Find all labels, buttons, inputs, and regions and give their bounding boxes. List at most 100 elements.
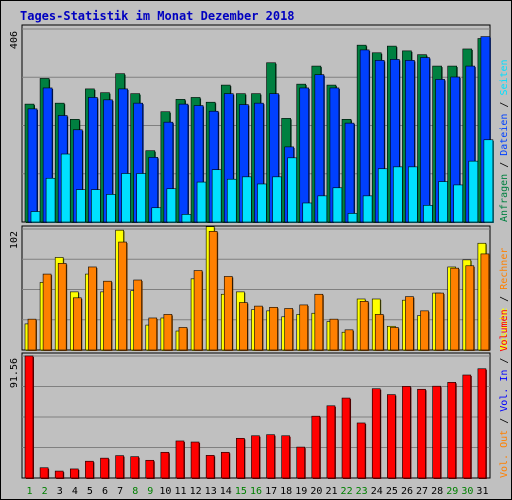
- bar-dateien-day-22: [344, 122, 355, 223]
- bar-volumen-day-10: [160, 451, 170, 479]
- bar-rechner-day-11: [178, 327, 188, 351]
- bar-rechner-day-24: [374, 314, 384, 351]
- bar-seiten-day-20: [317, 195, 328, 223]
- bar-volumen-day-24: [371, 388, 381, 479]
- bar-rechner-day-27: [420, 310, 429, 351]
- bar-volumen-day-18: [281, 435, 290, 479]
- bar-rechner-day-12: [193, 270, 203, 351]
- bar-rechner-day-19: [299, 304, 309, 351]
- bar-volumen-day-29: [447, 382, 457, 479]
- x-day-label-1: 1: [27, 486, 33, 497]
- bar-seiten-day-5: [91, 189, 101, 223]
- legend-bottom: Vol. Out / Vol. In / Volumen: [499, 309, 510, 478]
- bar-rechner-day-5: [88, 266, 97, 351]
- bar-seiten-day-16: [257, 183, 267, 223]
- x-day-label-5: 5: [87, 486, 93, 497]
- x-day-label-24: 24: [371, 486, 383, 497]
- bar-rechner-day-7: [118, 241, 127, 351]
- y-max-label-middle: 102: [9, 231, 20, 249]
- y-max-label-bottom: 91.56: [9, 358, 20, 388]
- legend-top-item: Dateien: [499, 114, 510, 156]
- bar-rechner-day-16: [254, 305, 263, 351]
- bar-volumen-day-23: [356, 422, 366, 479]
- bar-volumen-day-20: [311, 415, 321, 479]
- bar-rechner-day-2: [42, 273, 52, 351]
- bar-dateien-day-27: [420, 57, 430, 223]
- x-day-label-31: 31: [476, 486, 488, 497]
- x-day-label-17: 17: [265, 486, 277, 497]
- bar-dateien-day-1: [27, 108, 38, 223]
- x-day-label-23: 23: [356, 486, 368, 497]
- bar-rechner-day-13: [208, 231, 218, 351]
- x-day-label-19: 19: [295, 486, 307, 497]
- bar-volumen-day-31: [477, 368, 487, 479]
- bar-seiten-day-19: [302, 202, 313, 223]
- bar-seiten-day-25: [393, 166, 403, 223]
- x-day-label-9: 9: [147, 486, 153, 497]
- legend-bottom-item: Vol. In: [499, 370, 510, 412]
- x-day-label-27: 27: [416, 486, 428, 497]
- x-day-label-2: 2: [42, 486, 48, 497]
- bar-volumen-day-28: [432, 385, 441, 479]
- x-day-label-28: 28: [431, 486, 443, 497]
- bar-seiten-day-28: [438, 181, 448, 223]
- chart-title: Tages-Statistik im Monat Dezember 2018: [20, 9, 295, 23]
- bar-seiten-day-17: [272, 176, 282, 223]
- bar-volumen-day-9: [145, 459, 155, 479]
- bar-volumen-day-15: [236, 437, 245, 479]
- bar-rechner-day-22: [344, 329, 354, 351]
- bar-rechner-day-30: [465, 265, 475, 351]
- bar-rechner-day-25: [390, 327, 399, 351]
- legend-middle-separator: /: [499, 290, 510, 308]
- legend-top-separator: /: [499, 96, 510, 114]
- legend-bottom-separator: /: [499, 412, 510, 430]
- bar-volumen-day-22: [341, 397, 351, 479]
- y-max-label-top: 406: [9, 31, 20, 49]
- x-day-label-11: 11: [174, 486, 186, 497]
- bar-volumen-day-19: [296, 446, 306, 479]
- bar-seiten-day-12: [196, 181, 207, 223]
- bar-volumen-day-17: [266, 434, 275, 479]
- legend-middle-item: Rechner: [499, 248, 510, 290]
- bar-rechner-day-18: [284, 308, 293, 351]
- bar-rechner-day-1: [27, 318, 37, 351]
- bar-volumen-day-1: [24, 355, 34, 479]
- bar-volumen-day-4: [69, 468, 79, 479]
- bar-volumen-day-25: [387, 394, 396, 479]
- bar-seiten-day-9: [151, 207, 162, 223]
- legend-top-item: Seiten: [499, 59, 510, 95]
- x-day-label-7: 7: [117, 486, 123, 497]
- bar-rechner-day-26: [405, 296, 414, 351]
- bar-dateien-day-11: [178, 103, 189, 223]
- legend-bottom-item: Vol. Out: [499, 430, 510, 478]
- bar-volumen-day-14: [220, 451, 230, 479]
- bar-seiten-day-30: [468, 160, 479, 223]
- x-day-label-20: 20: [310, 486, 322, 497]
- bar-volumen-day-21: [326, 405, 336, 479]
- bar-seiten-day-23: [362, 195, 373, 223]
- x-day-label-29: 29: [446, 486, 458, 497]
- bar-rechner-day-23: [359, 301, 369, 351]
- legend-top-separator: /: [499, 156, 510, 174]
- bar-seiten-day-27: [423, 205, 433, 223]
- x-day-label-10: 10: [159, 486, 171, 497]
- bar-rechner-day-10: [163, 314, 173, 351]
- x-day-label-3: 3: [57, 486, 63, 497]
- bar-seiten-day-14: [226, 178, 237, 223]
- bar-rechner-day-28: [435, 292, 444, 351]
- bar-rechner-day-21: [329, 318, 339, 351]
- legend-middle-item: Besuche: [499, 308, 510, 350]
- legend-bottom-item: Volumen: [499, 309, 510, 351]
- bar-rechner-day-20: [314, 293, 324, 351]
- bar-rechner-day-29: [450, 267, 460, 351]
- bar-volumen-day-2: [39, 467, 49, 479]
- bar-seiten-day-21: [332, 187, 343, 223]
- bar-rechner-day-6: [103, 280, 112, 351]
- bar-volumen-day-26: [402, 386, 411, 479]
- bar-seiten-day-3: [60, 153, 71, 223]
- bar-seiten-day-10: [166, 188, 177, 223]
- x-day-label-6: 6: [102, 486, 108, 497]
- bar-volumen-day-6: [100, 457, 109, 479]
- x-day-label-15: 15: [235, 486, 247, 497]
- legend-middle: Besuche / Rechner: [499, 248, 510, 350]
